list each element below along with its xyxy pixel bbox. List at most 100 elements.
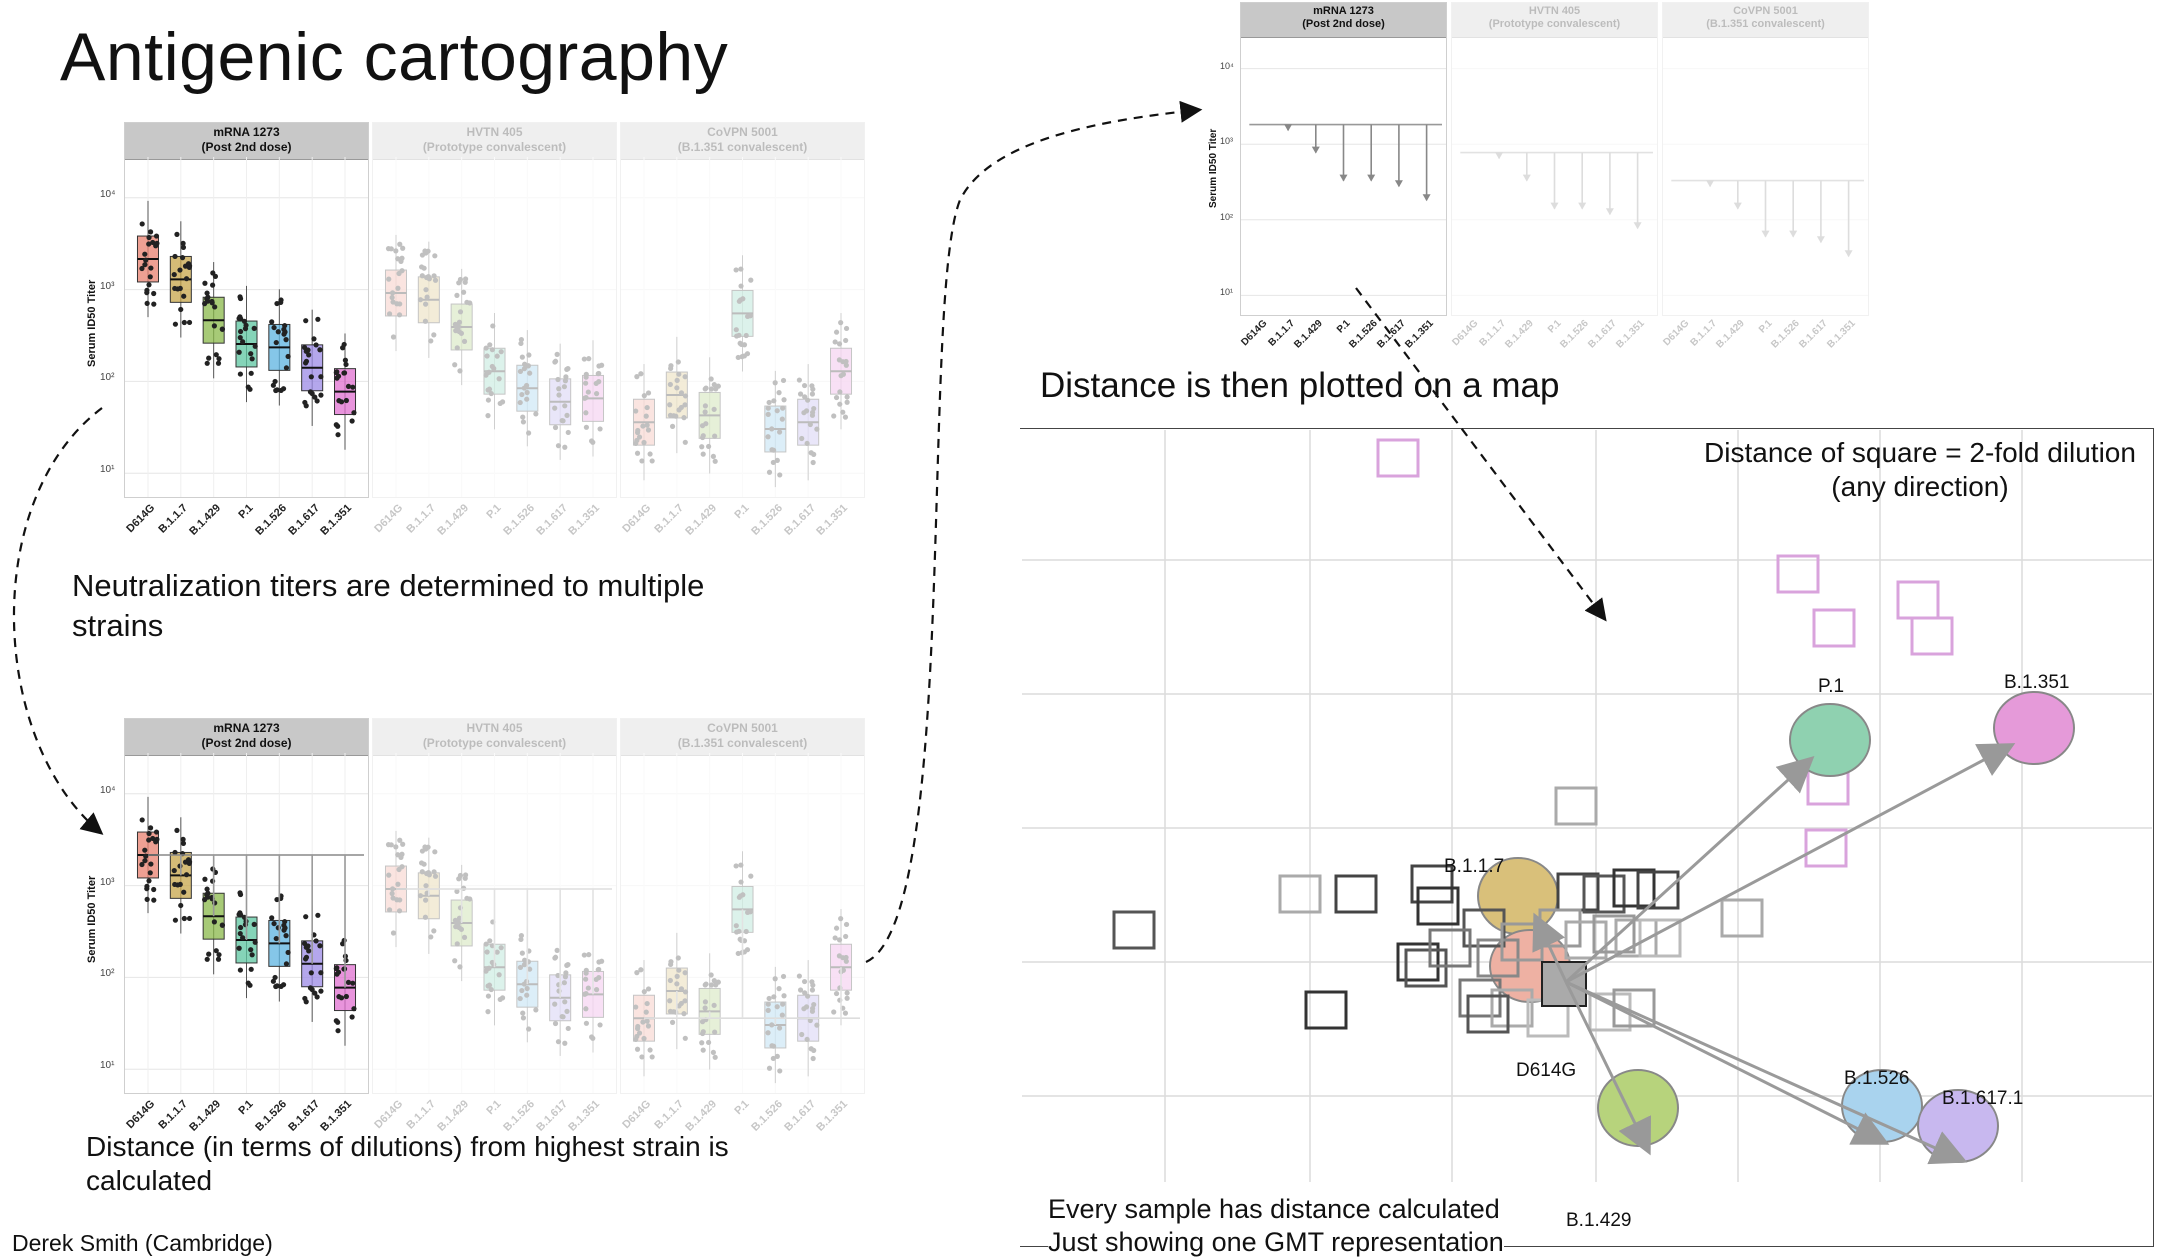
data-point bbox=[843, 337, 849, 344]
data-point bbox=[633, 1036, 639, 1043]
data-point bbox=[562, 999, 568, 1005]
data-point bbox=[334, 971, 340, 977]
data-point bbox=[706, 443, 712, 450]
data-point bbox=[700, 433, 706, 439]
data-point bbox=[673, 1009, 679, 1015]
data-point bbox=[703, 981, 709, 987]
data-point bbox=[395, 256, 401, 262]
data-point bbox=[715, 979, 721, 985]
data-point bbox=[153, 829, 160, 835]
label-p1: P.1 bbox=[1818, 676, 1845, 697]
data-point bbox=[422, 844, 428, 850]
data-point bbox=[747, 313, 753, 319]
distance-arrow bbox=[1564, 981, 1652, 1156]
data-point bbox=[462, 279, 468, 285]
data-point bbox=[562, 444, 568, 450]
data-point bbox=[518, 340, 524, 347]
box-B.1.1.7 bbox=[417, 872, 440, 920]
data-point bbox=[711, 406, 717, 412]
data-point bbox=[432, 849, 438, 855]
facet-2: HVTN 405 (Prototype convalescent) bbox=[1451, 2, 1658, 316]
data-point bbox=[699, 1040, 705, 1046]
data-point bbox=[303, 358, 310, 364]
data-point bbox=[533, 1007, 539, 1013]
data-point bbox=[555, 1039, 562, 1045]
data-point bbox=[527, 370, 533, 376]
data-point bbox=[486, 386, 493, 392]
data-point bbox=[708, 972, 714, 978]
data-point bbox=[177, 285, 183, 292]
data-point bbox=[395, 285, 401, 291]
data-point bbox=[805, 993, 811, 999]
box-B.1.429 bbox=[698, 987, 721, 1035]
data-point bbox=[645, 986, 652, 992]
data-point bbox=[559, 417, 565, 424]
data-point bbox=[712, 1029, 718, 1035]
data-point bbox=[681, 415, 687, 421]
data-point bbox=[456, 280, 462, 286]
data-point bbox=[836, 953, 842, 959]
data-point bbox=[733, 267, 739, 273]
data-point bbox=[805, 397, 811, 403]
data-point bbox=[452, 362, 458, 368]
data-point bbox=[463, 276, 469, 282]
data-point bbox=[524, 389, 530, 396]
data-point bbox=[711, 382, 717, 388]
data-point bbox=[699, 1019, 706, 1025]
serum-square bbox=[1334, 874, 1378, 914]
data-point bbox=[807, 421, 813, 428]
distance-arrow bbox=[1565, 980, 1968, 1165]
data-point bbox=[837, 389, 843, 395]
serum-square bbox=[1638, 918, 1682, 958]
data-point bbox=[843, 358, 849, 365]
data-point bbox=[667, 381, 673, 388]
data-point bbox=[700, 434, 706, 441]
data-point bbox=[809, 409, 816, 416]
data-point bbox=[702, 386, 708, 392]
data-point bbox=[186, 915, 193, 922]
serum-square bbox=[1428, 928, 1472, 968]
serum-square-pink bbox=[1804, 828, 1848, 868]
data-point bbox=[674, 981, 680, 987]
data-point bbox=[219, 922, 225, 928]
data-point bbox=[485, 397, 492, 403]
data-point bbox=[583, 1020, 590, 1026]
data-point bbox=[524, 992, 530, 998]
data-point bbox=[766, 995, 772, 1002]
data-point bbox=[522, 361, 528, 367]
data-point bbox=[341, 370, 347, 376]
serum-square-pink bbox=[1910, 616, 1954, 656]
data-point bbox=[807, 1017, 813, 1024]
data-point bbox=[745, 909, 751, 916]
data-point bbox=[280, 386, 287, 392]
data-point bbox=[844, 394, 850, 400]
y-tick-label: 10³ bbox=[1220, 136, 1234, 147]
data-point bbox=[318, 988, 324, 994]
data-point bbox=[581, 356, 587, 362]
data-point bbox=[172, 253, 178, 260]
data-point bbox=[518, 932, 525, 939]
data-point bbox=[425, 248, 431, 254]
data-point bbox=[426, 872, 432, 878]
arrow-head bbox=[1284, 124, 1293, 132]
facet-3: CoVPN 5001 (B.1.351 convalescent) bbox=[620, 718, 865, 1094]
data-point bbox=[682, 402, 688, 408]
facet-header: HVTN 405 (Prototype convalescent) bbox=[373, 123, 616, 160]
serum-square bbox=[1490, 988, 1534, 1028]
square-note: Distance of square = 2-fold dilution (an… bbox=[1690, 436, 2150, 504]
data-point bbox=[585, 985, 591, 991]
data-point bbox=[597, 1022, 603, 1028]
data-point bbox=[700, 451, 706, 457]
facet-1: mRNA 1273 (Post 2nd dose) bbox=[124, 718, 369, 1094]
serum-square-pink bbox=[1896, 580, 1940, 620]
data-point bbox=[774, 457, 780, 463]
data-point bbox=[715, 383, 721, 389]
data-point bbox=[708, 982, 715, 988]
data-point bbox=[519, 987, 525, 994]
data-point bbox=[236, 945, 242, 951]
serum-square bbox=[1554, 786, 1598, 826]
data-point bbox=[738, 341, 745, 348]
data-point bbox=[488, 390, 494, 397]
data-point bbox=[204, 360, 210, 366]
data-point bbox=[305, 347, 311, 353]
